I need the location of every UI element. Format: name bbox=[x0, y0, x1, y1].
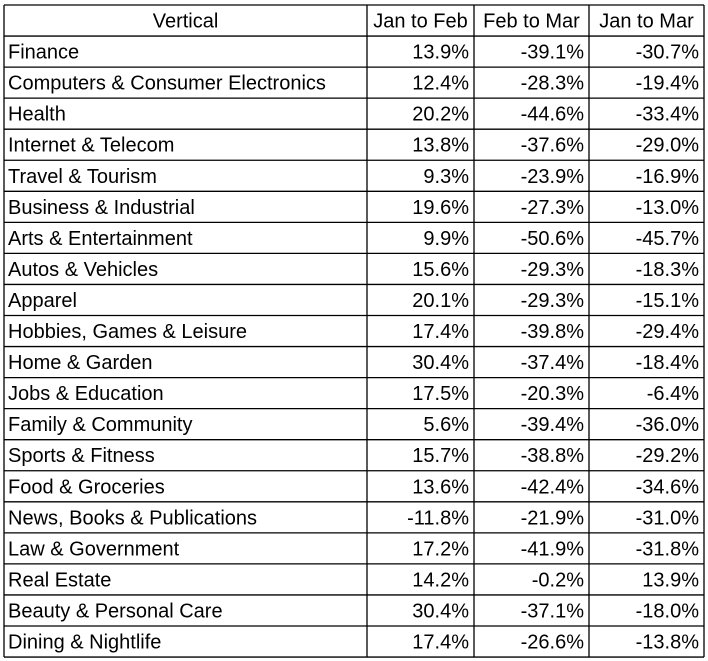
table-cells: Vertical Jan to Feb Feb to Mar Jan to Mar Fi… bbox=[8, 11, 699, 654]
percent-value: 9.9% bbox=[423, 228, 469, 250]
percent-value: 13.6% bbox=[412, 476, 469, 498]
percent-value: -11.8% bbox=[407, 507, 469, 529]
percent-value: 15.6% bbox=[412, 259, 469, 281]
vertical-label: Autos & Vehicles bbox=[8, 259, 158, 281]
vertical-label: Family & Community bbox=[8, 414, 192, 436]
percent-value: -18.3% bbox=[636, 259, 700, 281]
percent-value: -29.3% bbox=[521, 259, 585, 281]
percent-value: -34.6% bbox=[636, 476, 700, 498]
vertical-label: Dining & Nightlife bbox=[8, 632, 161, 654]
percent-value: -41.9% bbox=[521, 538, 585, 560]
percent-value: -37.1% bbox=[521, 600, 585, 622]
percent-value: -39.8% bbox=[521, 321, 585, 343]
percent-value: -39.1% bbox=[521, 42, 585, 64]
percent-value: -45.7% bbox=[636, 228, 700, 250]
percent-value: -31.8% bbox=[636, 538, 700, 560]
vertical-label: Travel & Tourism bbox=[8, 166, 157, 188]
percent-value: -31.0% bbox=[636, 507, 700, 529]
vertical-label: Finance bbox=[8, 42, 79, 64]
percent-value: 19.6% bbox=[412, 197, 469, 219]
percent-value: 9.3% bbox=[423, 166, 469, 188]
column-header: Feb to Mar bbox=[483, 11, 580, 33]
vertical-label: Food & Groceries bbox=[8, 476, 165, 498]
percent-value: -13.0% bbox=[636, 197, 700, 219]
vertical-label: Health bbox=[8, 104, 66, 126]
percent-value: 14.2% bbox=[412, 569, 469, 591]
percent-value: 15.7% bbox=[412, 445, 469, 467]
percent-value: -13.8% bbox=[636, 632, 700, 654]
vertical-label: Internet & Telecom bbox=[8, 135, 174, 157]
vertical-label: Beauty & Personal Care bbox=[8, 600, 223, 622]
percent-value: -36.0% bbox=[636, 414, 700, 436]
percent-value: 13.8% bbox=[412, 135, 469, 157]
percent-value: -39.4% bbox=[521, 414, 585, 436]
vertical-label: Home & Garden bbox=[8, 352, 153, 374]
percent-value: -50.6% bbox=[521, 228, 585, 250]
percent-value: -29.2% bbox=[636, 445, 700, 467]
vertical-label: Sports & Fitness bbox=[8, 445, 155, 467]
vertical-label: Jobs & Education bbox=[8, 383, 164, 405]
percent-value: -29.0% bbox=[636, 135, 700, 157]
percent-value: -23.9% bbox=[521, 166, 585, 188]
percent-value: -16.9% bbox=[636, 166, 700, 188]
percent-value: -26.6% bbox=[521, 632, 585, 654]
percent-value: 13.9% bbox=[642, 569, 699, 591]
percent-value: -27.3% bbox=[521, 197, 585, 219]
percent-value: -37.6% bbox=[521, 135, 585, 157]
percent-value: -28.3% bbox=[521, 73, 585, 95]
percent-value: -15.1% bbox=[636, 290, 700, 312]
vertical-label: Hobbies, Games & Leisure bbox=[8, 321, 247, 343]
vertical-label: Computers & Consumer Electronics bbox=[8, 73, 326, 95]
percent-value: 17.4% bbox=[412, 321, 469, 343]
percent-value: -18.0% bbox=[636, 600, 700, 622]
table-grid bbox=[3, 4, 705, 658]
percent-value: -29.3% bbox=[521, 290, 585, 312]
vertical-label: Business & Industrial bbox=[8, 197, 195, 219]
vertical-label: Apparel bbox=[8, 290, 77, 312]
vertical-label: Law & Government bbox=[8, 538, 180, 560]
percent-value: -33.4% bbox=[636, 104, 700, 126]
percent-value: 12.4% bbox=[412, 73, 469, 95]
percent-value: -0.2% bbox=[532, 569, 584, 591]
percent-value: 5.6% bbox=[423, 414, 469, 436]
vertical-label: News, Books & Publications bbox=[8, 507, 257, 529]
percent-value: 20.2% bbox=[412, 104, 469, 126]
vertical-label: Real Estate bbox=[8, 569, 111, 591]
percent-value: -30.7% bbox=[636, 42, 700, 64]
percent-value: -37.4% bbox=[521, 352, 585, 374]
percent-value: 20.1% bbox=[412, 290, 469, 312]
percent-value: -44.6% bbox=[521, 104, 585, 126]
percent-value: -29.4% bbox=[636, 321, 700, 343]
vertical-label: Arts & Entertainment bbox=[8, 228, 193, 250]
percent-value: 17.2% bbox=[412, 538, 469, 560]
column-header: Jan to Feb bbox=[373, 11, 468, 33]
percent-value: -38.8% bbox=[521, 445, 585, 467]
percent-value: -21.9% bbox=[521, 507, 585, 529]
column-header: Vertical bbox=[153, 11, 219, 33]
column-header: Jan to Mar bbox=[599, 11, 694, 33]
percent-value: -20.3% bbox=[521, 383, 585, 405]
percent-value: 17.5% bbox=[412, 383, 469, 405]
percent-value: 13.9% bbox=[412, 42, 469, 64]
percent-value: -6.4% bbox=[647, 383, 699, 405]
percent-value: 30.4% bbox=[412, 600, 469, 622]
percent-value: -42.4% bbox=[521, 476, 585, 498]
percent-value: 17.4% bbox=[412, 632, 469, 654]
percent-value: 30.4% bbox=[412, 352, 469, 374]
percent-value: -19.4% bbox=[636, 73, 700, 95]
percent-value: -18.4% bbox=[636, 352, 700, 374]
